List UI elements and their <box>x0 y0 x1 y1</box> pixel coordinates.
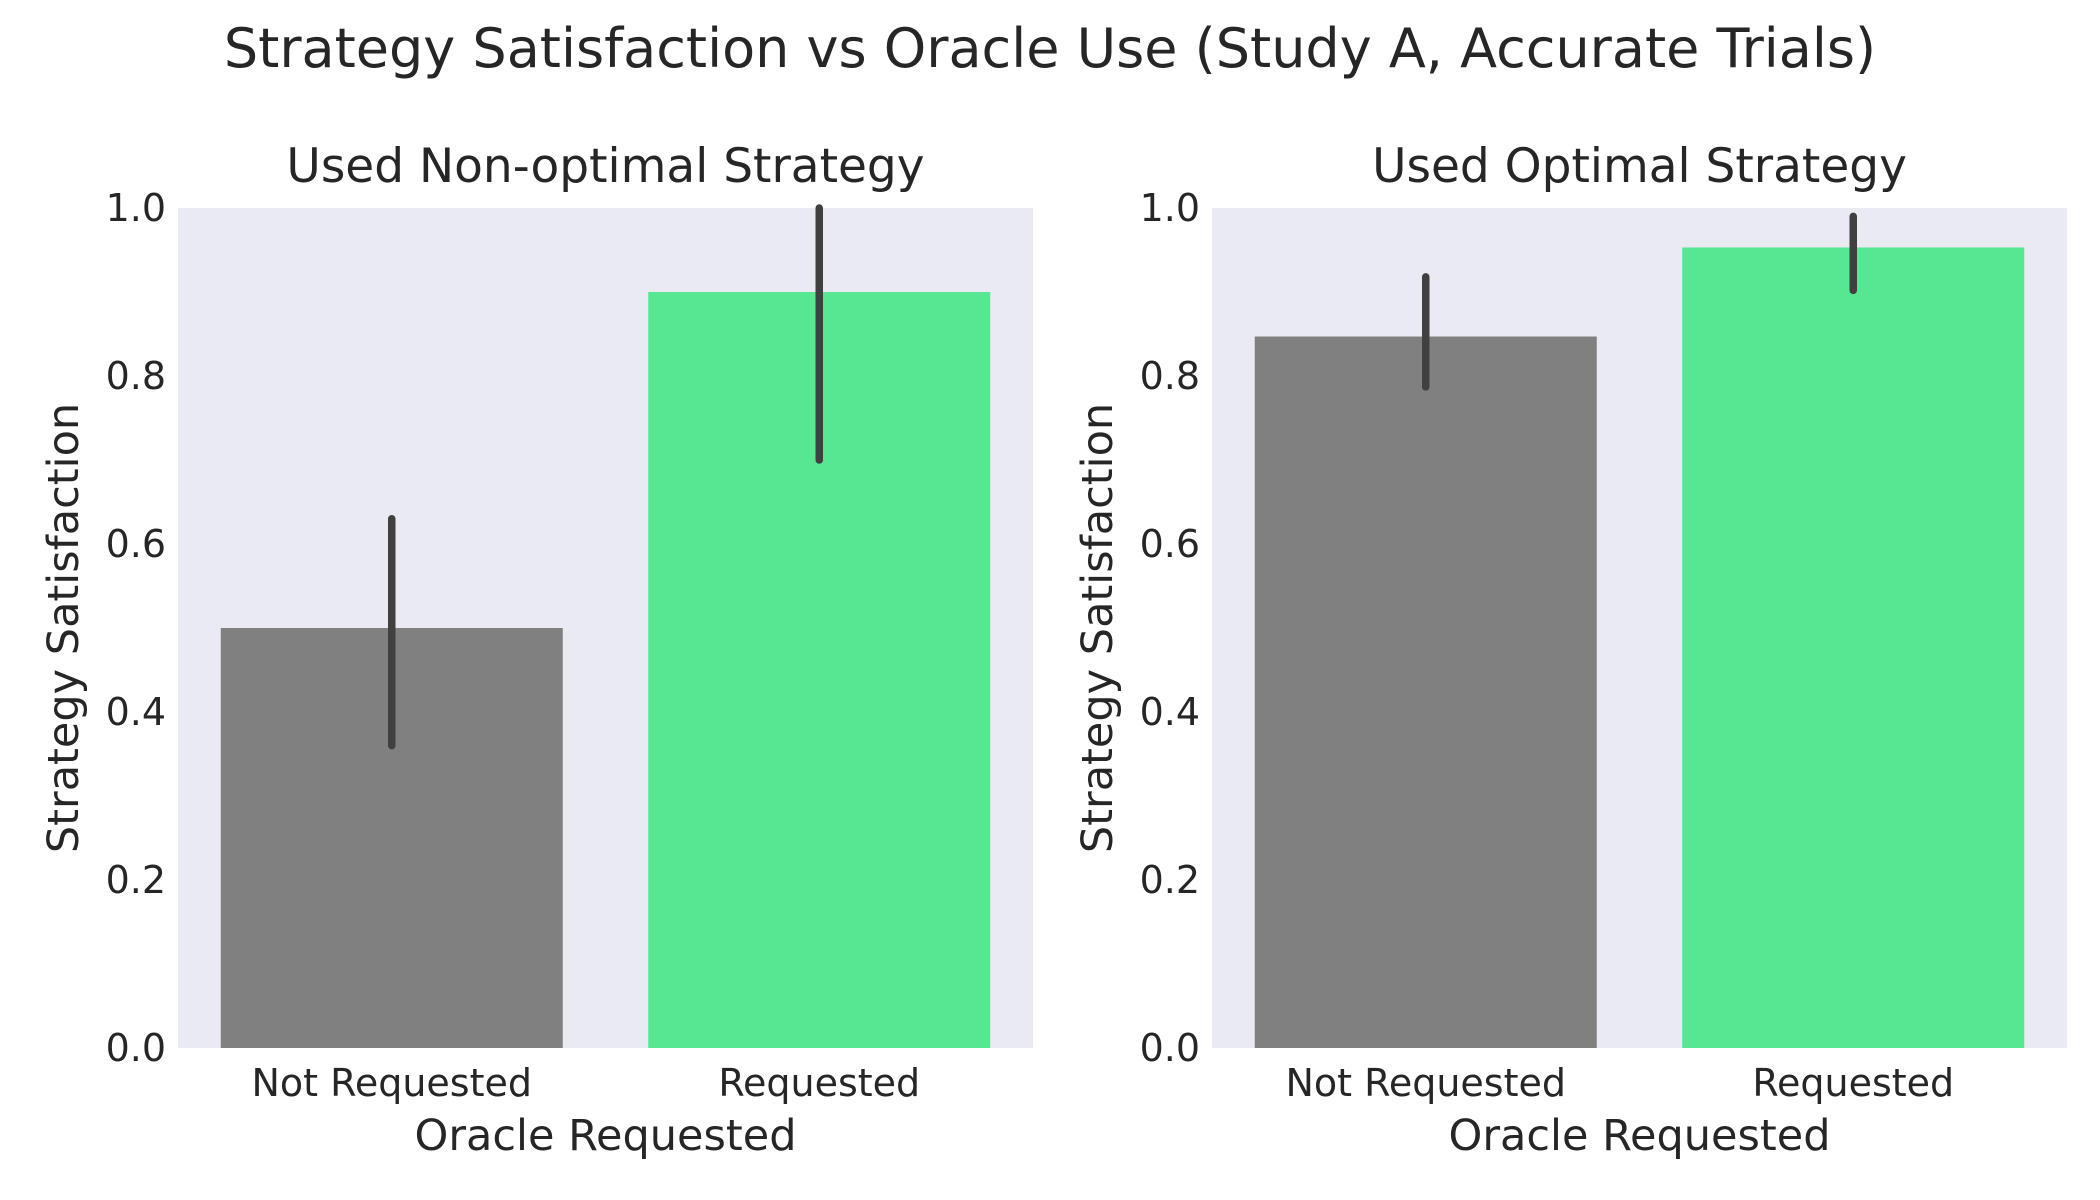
y-tick-label: 0.6 <box>106 522 166 566</box>
y-tick-label: 0.8 <box>106 354 166 398</box>
y-tick-label: 1.0 <box>1140 186 1200 230</box>
y-tick-label: 0.4 <box>106 690 166 734</box>
panel-title: Used Non-optimal Strategy <box>286 139 924 194</box>
x-tick-labels: Not Requested Requested <box>1285 1061 1954 1105</box>
figure-title: Strategy Satisfaction vs Oracle Use (Stu… <box>224 17 1876 80</box>
x-tick-label-not-requested: Not Requested <box>1285 1061 1566 1105</box>
x-tick-label-requested: Requested <box>718 1061 920 1105</box>
y-tick-label: 0.0 <box>106 1026 166 1070</box>
y-tick-labels: 0.0 0.2 0.4 0.6 0.8 1.0 <box>106 186 166 1070</box>
y-tick-label: 0.2 <box>106 858 166 902</box>
bars-group <box>1254 247 2025 1049</box>
bar-requested <box>1682 247 2025 1049</box>
y-tick-labels: 0.0 0.2 0.4 0.6 0.8 1.0 <box>1140 186 1200 1070</box>
x-tick-labels: Not Requested Requested <box>251 1061 920 1105</box>
y-axis-label: Strategy Satisfaction <box>39 403 89 853</box>
x-axis-label: Oracle Requested <box>414 1111 796 1161</box>
y-tick-label: 0.2 <box>1140 858 1200 902</box>
panel-non-optimal: Used Non-optimal Strategy 0.00.20.40.60.… <box>39 139 1033 1161</box>
y-tick-label: 0.0 <box>1140 1026 1200 1070</box>
x-axis-label: Oracle Requested <box>1448 1111 1830 1161</box>
bar-not-requested <box>1254 336 1597 1048</box>
x-tick-label-not-requested: Not Requested <box>251 1061 532 1105</box>
panel-title: Used Optimal Strategy <box>1372 139 1907 194</box>
error-bars-group <box>388 204 823 750</box>
y-axis-label: Strategy Satisfaction <box>1073 403 1123 853</box>
y-tick-label: 0.4 <box>1140 690 1200 734</box>
panel-optimal: Used Optimal Strategy 0.0 0.2 0.4 0.6 0.8 1.0… <box>1073 139 2067 1161</box>
error-bars-group <box>1422 212 1857 391</box>
x-tick-label-requested: Requested <box>1752 1061 1954 1105</box>
y-tick-label: 0.8 <box>1140 354 1200 398</box>
y-tick-label: 0.6 <box>1140 522 1200 566</box>
y-tick-label: 1.0 <box>106 186 166 230</box>
